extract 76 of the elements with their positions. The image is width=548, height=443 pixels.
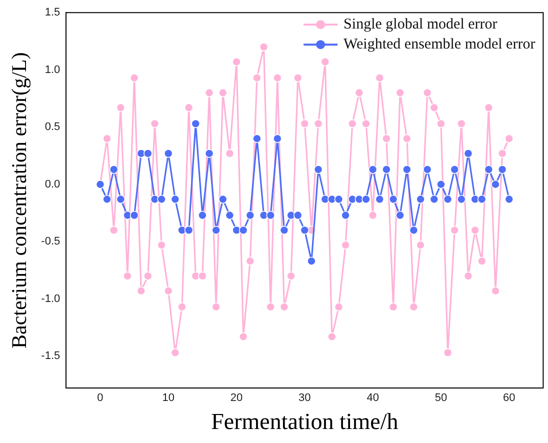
point [328,332,336,342]
point [204,88,214,98]
point [157,240,166,250]
point [354,88,364,98]
point [280,302,289,312]
x-tick-label: 0 [97,392,104,404]
x-tick-label: 20 [230,392,243,404]
point [443,348,452,358]
point [144,272,152,280]
y-tick-label: -1.5 [41,350,60,362]
point [348,119,357,128]
point [368,210,378,220]
point [102,134,112,143]
point [362,119,370,128]
y-tick-label: 1.0 [44,64,60,76]
point [184,103,194,112]
y-axis-title: Bacterium concentration error(g/L) [7,52,32,348]
point [388,302,398,312]
point [136,286,146,296]
legend-label: Weighted ensemble model error [344,36,536,53]
y-tick-label: 1.5 [44,6,60,19]
point [422,88,432,98]
point [150,119,160,128]
point [246,256,255,266]
point [252,73,262,82]
y-tick-label: -0.5 [41,236,60,248]
point [416,240,425,250]
point [225,149,234,158]
x-axis-title: Fermentation time/h [211,409,399,434]
point [382,134,391,143]
point [457,119,466,128]
point [232,57,241,66]
point [464,272,473,280]
point [123,272,132,280]
point [409,302,418,312]
point [130,73,139,82]
point [286,272,296,280]
y-tick-label: 0.5 [44,121,60,134]
x-tick-label: 30 [298,392,311,404]
point [396,88,404,98]
point [375,73,384,82]
point [116,103,126,112]
point [293,73,302,82]
point [402,134,412,143]
point [341,240,350,250]
x-tick-label: 40 [366,392,379,404]
point [259,42,268,52]
point [170,348,180,358]
point [164,286,173,296]
point [212,302,220,312]
point [266,302,276,312]
point [334,302,344,312]
y-tick-label: 0.0 [44,178,60,190]
point [320,57,330,66]
x-tick-label: 10 [162,392,175,404]
point [178,302,186,312]
y-tick-label: -1.0 [41,292,60,305]
point [470,226,480,235]
point [198,272,207,280]
point [477,256,486,266]
point [436,119,446,128]
point [238,332,248,342]
point [491,286,500,296]
point [450,226,460,235]
point [498,149,507,158]
x-tick-label: 50 [434,392,448,404]
point [109,226,118,235]
x-tick-label: 60 [503,392,516,404]
point [300,119,310,128]
legend-label: Single global model error [344,16,498,33]
point [218,88,228,98]
point [273,73,282,82]
point [430,103,439,112]
point [314,119,323,128]
point [484,103,494,112]
point [504,134,514,143]
